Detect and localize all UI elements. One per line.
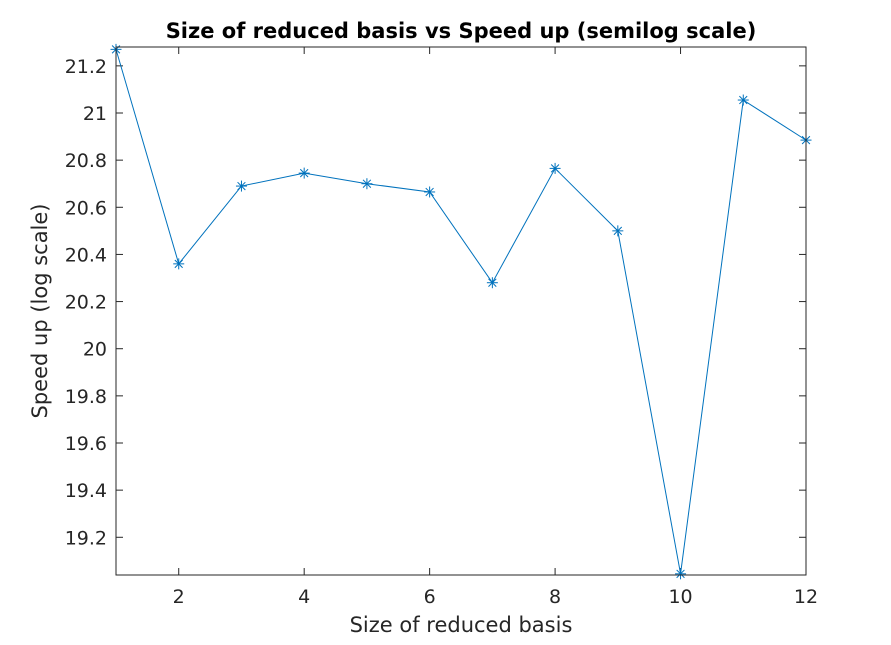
plot-box <box>115 46 807 576</box>
data-point <box>612 225 624 237</box>
x-tick-label: 8 <box>549 586 561 608</box>
x-tick-label: 12 <box>794 586 818 608</box>
y-tick-label: 20.8 <box>65 150 107 172</box>
y-tick-label: 21 <box>83 103 107 125</box>
y-axis-label: Speed up (log scale) <box>28 203 52 418</box>
x-tick-label: 6 <box>424 586 436 608</box>
y-tick-label: 20.2 <box>65 292 107 314</box>
y-tick-label: 20.4 <box>65 244 107 266</box>
data-point <box>737 94 749 106</box>
y-tick-label: 19.6 <box>65 433 107 455</box>
y-tick-label: 19.2 <box>65 527 107 549</box>
data-point <box>486 277 498 289</box>
series-line <box>115 49 807 574</box>
data-point <box>235 180 247 192</box>
x-tick-label: 2 <box>173 586 185 608</box>
series-layer <box>110 43 812 580</box>
y-tick-label: 21.2 <box>65 56 107 78</box>
y-tick-label: 20 <box>83 339 107 361</box>
data-point <box>173 258 185 270</box>
y-tick-label: 20.6 <box>65 197 107 219</box>
y-tick-label: 19.8 <box>65 386 107 408</box>
data-point <box>361 178 373 190</box>
plot-background <box>116 47 806 575</box>
data-point <box>675 568 687 580</box>
x-tick-label: 4 <box>298 586 310 608</box>
data-point <box>298 167 310 179</box>
y-tick-label: 19.4 <box>65 480 107 502</box>
data-point <box>424 186 436 198</box>
tick-labels: 2 4 6 8 10 12 19.2 19.4 19.6 19.8 20 20.2 20.4 20.6 20… <box>65 56 818 608</box>
x-axis-label: Size of reduced basis <box>350 613 573 637</box>
data-point <box>549 162 561 174</box>
chart-title: Size of reduced basis vs Speed up (semil… <box>166 19 757 43</box>
x-tick-label: 10 <box>668 586 692 608</box>
